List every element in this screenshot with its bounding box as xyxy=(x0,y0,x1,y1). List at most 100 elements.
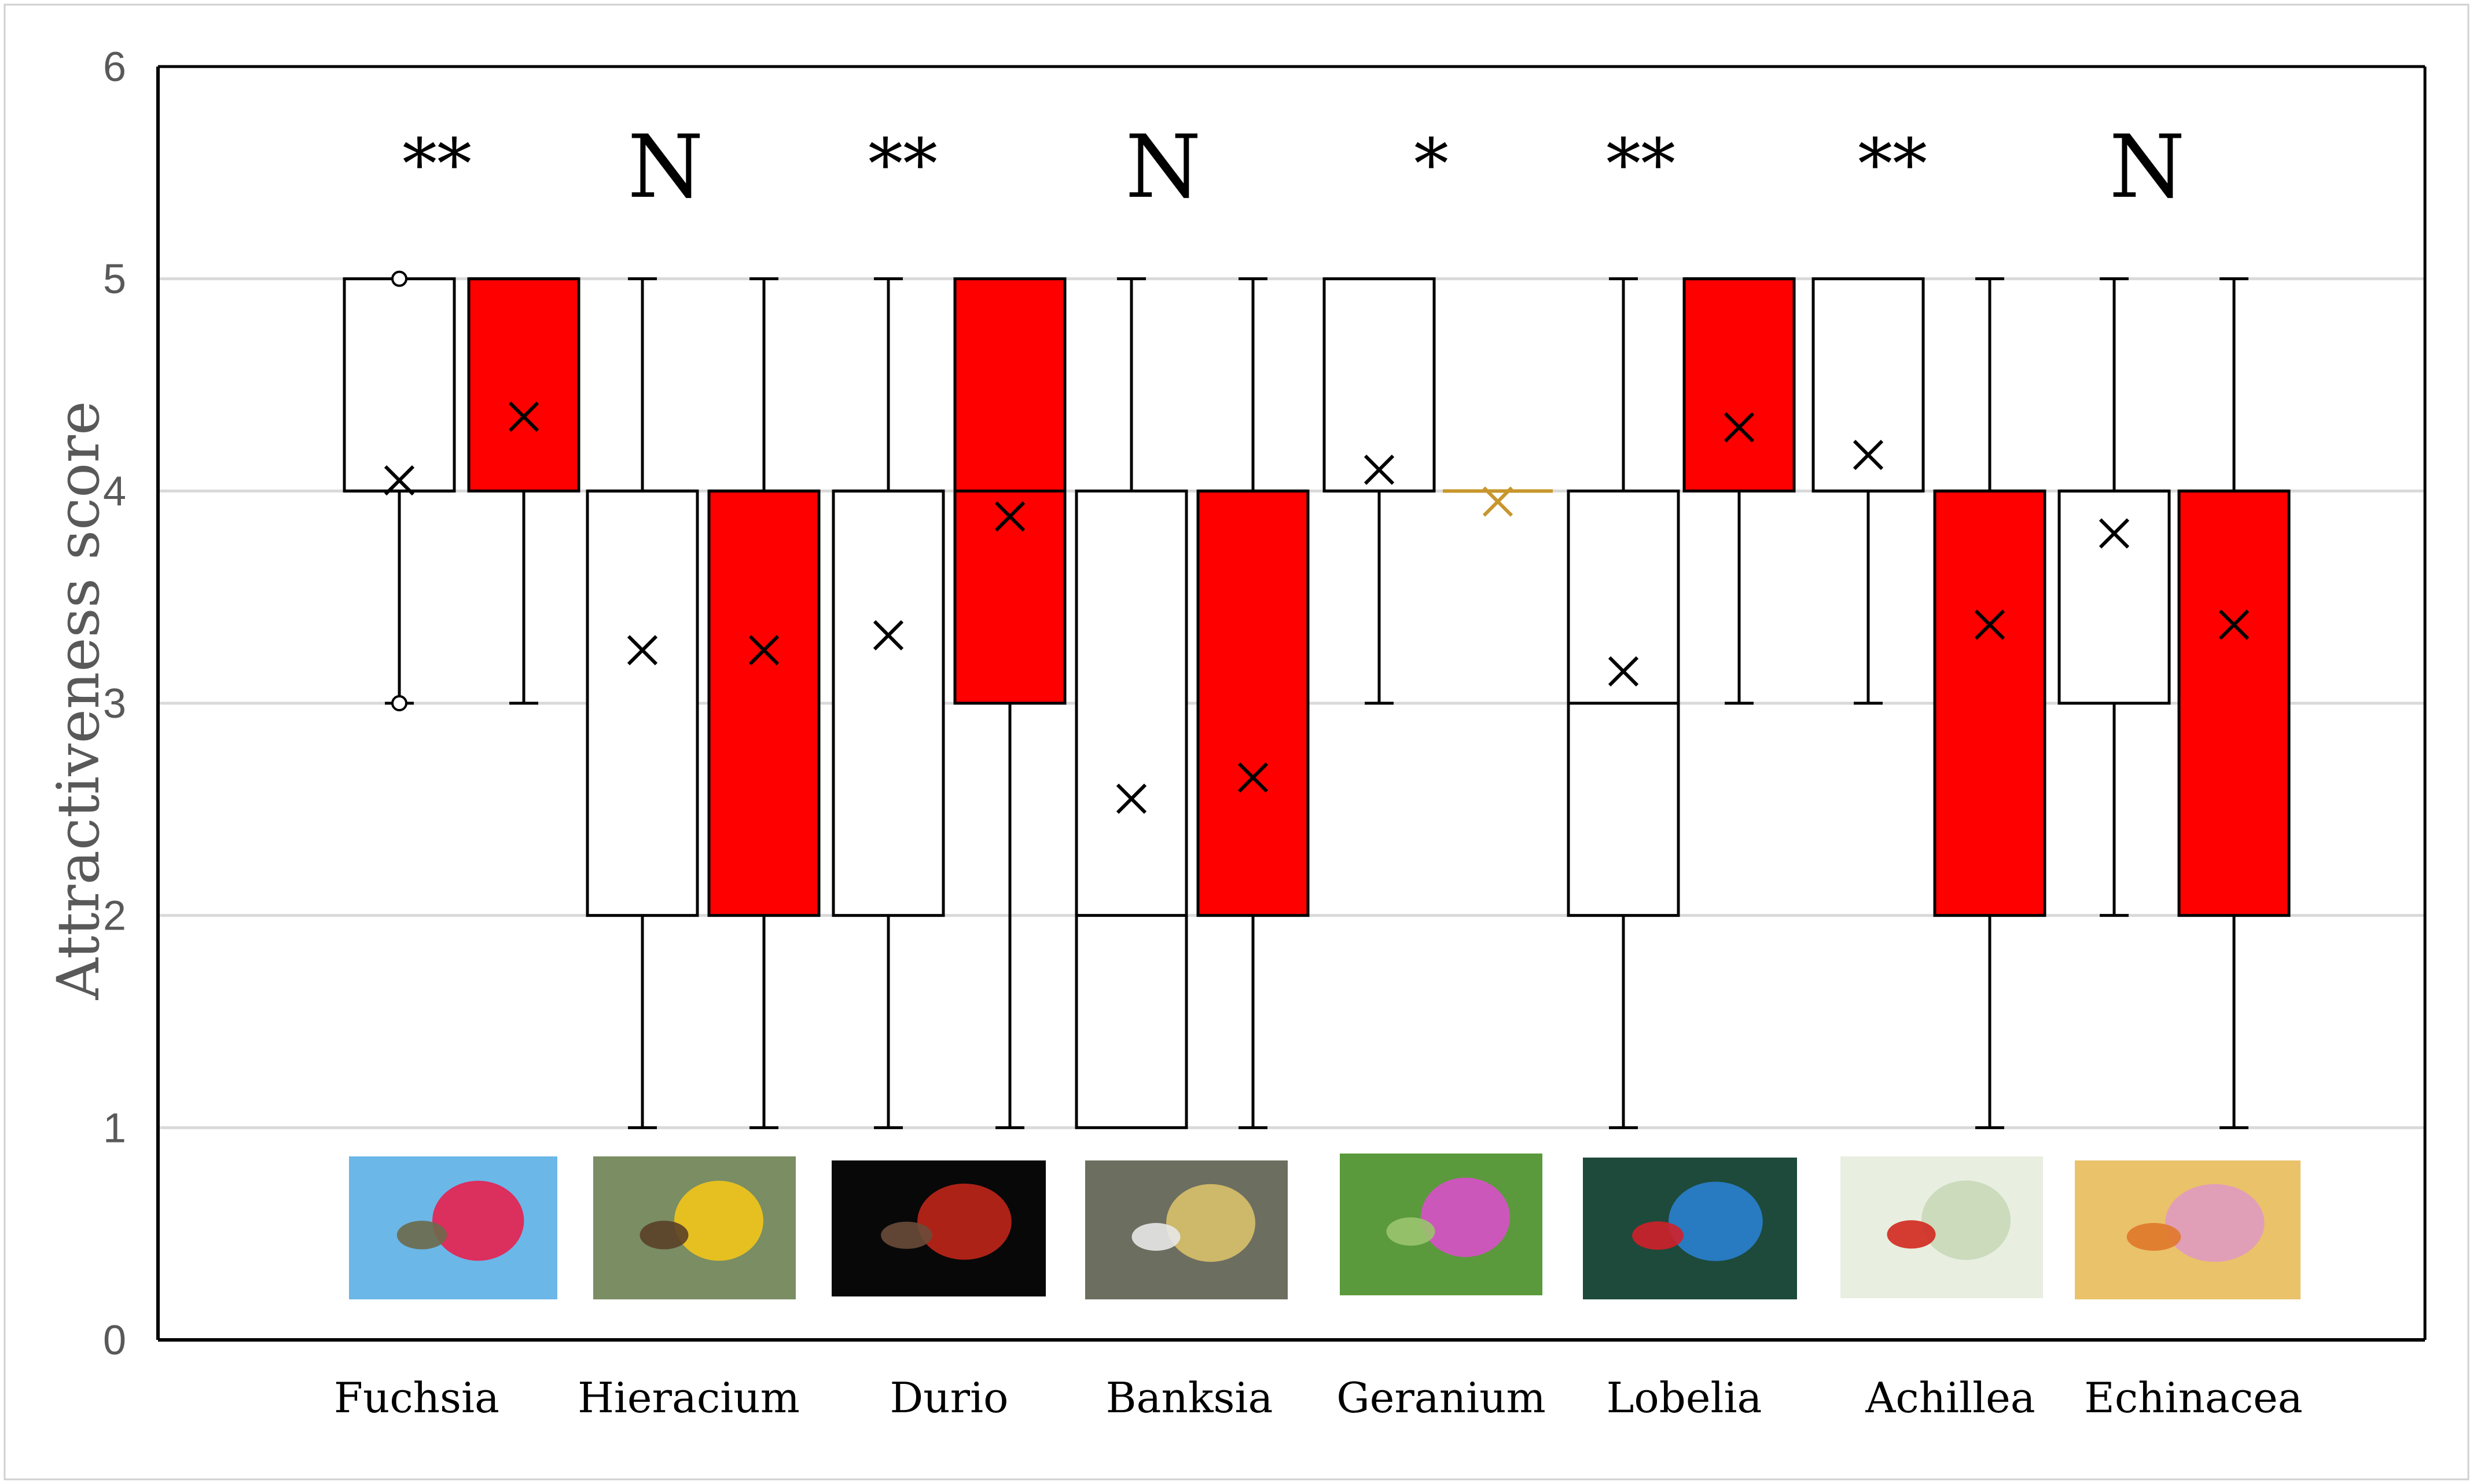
box-plot-red-fuchsia xyxy=(467,277,580,705)
mean-marker xyxy=(1116,783,1147,814)
iqr-box xyxy=(832,489,945,917)
x-category-label: Achillea xyxy=(1865,1373,2035,1422)
flower-shape xyxy=(2165,1184,2265,1262)
iqr-box xyxy=(467,277,580,493)
box-plot-white-durio xyxy=(832,277,945,1129)
hummingbird-fuchsia-photo xyxy=(349,1156,557,1299)
iqr-box xyxy=(1933,489,2046,917)
significance-label: ** xyxy=(1606,124,1675,205)
y-tick-label: 5 xyxy=(103,256,126,303)
box-plot-red-echinacea xyxy=(2177,277,2291,1129)
x-category-label: Durio xyxy=(890,1373,1009,1422)
box-plot-red-durio xyxy=(953,277,1067,1129)
mean-marker xyxy=(994,501,1026,532)
y-tick-label: 1 xyxy=(103,1105,126,1151)
possum-banksia-photo xyxy=(1085,1160,1288,1299)
flower-shape xyxy=(1166,1184,1255,1262)
iqr-box xyxy=(1811,277,1925,493)
iqr-box xyxy=(343,277,456,493)
box-plot-white-hieracium xyxy=(586,277,699,1129)
mean-marker xyxy=(1608,656,1639,687)
x-category-label: Lobelia xyxy=(1607,1373,1762,1422)
box-plot-white-echinacea xyxy=(2057,277,2171,917)
bird-lobelia-photo xyxy=(1583,1158,1797,1299)
box-plot-white-lobelia xyxy=(1567,277,1680,1129)
box-plot-white-banksia xyxy=(1075,277,1188,1129)
pollinator-shape xyxy=(1386,1217,1435,1246)
flower-shape xyxy=(1921,1180,2011,1260)
significance-labels: ** N ** N * ** ** N xyxy=(402,117,2185,218)
box-plot-white-achillea xyxy=(1811,277,1925,705)
x-category-label: Hieracium xyxy=(578,1373,800,1422)
mean-marker xyxy=(384,465,415,496)
pollinator-shape xyxy=(1632,1221,1684,1250)
y-tick-label: 2 xyxy=(103,893,126,939)
mean-marker xyxy=(1364,454,1395,485)
plot-axes xyxy=(156,65,2427,1342)
mean-marker xyxy=(508,401,539,432)
flower-shape xyxy=(1669,1181,1763,1261)
box-plot-red-lobelia xyxy=(1682,277,1796,705)
significance-label: * xyxy=(1414,124,1449,205)
flower-shape xyxy=(1421,1177,1510,1257)
mean-marker xyxy=(1482,486,1513,517)
iqr-box xyxy=(1682,277,1796,493)
x-category-label: Banksia xyxy=(1106,1373,1273,1422)
iqr-box xyxy=(707,489,821,917)
flower-shape xyxy=(674,1180,763,1261)
bee-geranium-photo xyxy=(1340,1154,1542,1295)
y-tick-label: 3 xyxy=(103,681,126,727)
significance-label: N xyxy=(2109,117,2185,218)
flower-photos xyxy=(349,1154,2301,1299)
bat-durio-photo xyxy=(832,1160,1046,1296)
outlier-point xyxy=(391,270,407,287)
butterfly-echinacea-photo xyxy=(2075,1160,2301,1299)
mean-marker xyxy=(627,635,658,666)
y-tick-label: 6 xyxy=(103,44,126,90)
pollinator-shape xyxy=(640,1221,689,1250)
mean-marker xyxy=(2218,609,2250,640)
beetle-achillea-photo xyxy=(1840,1156,2043,1298)
mean-marker xyxy=(1724,412,1755,443)
x-category-label: Echinacea xyxy=(2084,1373,2302,1422)
mean-marker xyxy=(2099,518,2130,549)
y-tick-label: 4 xyxy=(103,468,126,515)
iqr-box xyxy=(2177,489,2291,917)
pollinator-shape xyxy=(1131,1223,1181,1251)
significance-label: N xyxy=(627,117,703,218)
pollinator-shape xyxy=(881,1221,932,1249)
iqr-box xyxy=(1196,489,1310,917)
y-axis-label: Attractiveness score xyxy=(45,401,112,1001)
mean-marker xyxy=(748,635,780,666)
y-tick-labels: 0 1 2 3 4 5 6 xyxy=(103,44,126,1364)
iqr-box xyxy=(1075,489,1188,1129)
mean-marker xyxy=(873,620,904,651)
mean-marker xyxy=(1237,762,1269,793)
flower-shape xyxy=(917,1183,1012,1260)
box-plot-red-hieracium xyxy=(707,277,821,1129)
x-category-labels: Fuchsia Hieracium Durio Banksia Geranium Lobe… xyxy=(334,1373,2303,1422)
iqr-box xyxy=(2057,489,2171,705)
box-series xyxy=(343,270,2291,1129)
y-tick-label: 0 xyxy=(103,1317,126,1364)
outlier-point xyxy=(391,695,407,711)
iqr-box xyxy=(1322,277,1436,493)
iqr-box xyxy=(586,489,699,917)
mean-marker xyxy=(1853,439,1884,471)
x-category-label: Fuchsia xyxy=(334,1373,499,1422)
box-plot-red-geranium xyxy=(1443,486,1553,517)
x-category-label: Geranium xyxy=(1336,1373,1546,1422)
pollinator-shape xyxy=(396,1221,447,1250)
box-plot-red-banksia xyxy=(1196,277,1310,1129)
pollinator-shape xyxy=(1887,1220,1936,1249)
box-plot-white-geranium xyxy=(1322,277,1436,705)
pollinator-shape xyxy=(2126,1223,2181,1251)
box-plot-red-achillea xyxy=(1933,277,2046,1129)
significance-label: ** xyxy=(868,124,938,205)
mean-marker xyxy=(1974,609,2005,640)
flower-shape xyxy=(432,1180,524,1261)
significance-label: ** xyxy=(402,124,472,205)
significance-label: ** xyxy=(1858,124,1927,205)
significance-label: N xyxy=(1125,117,1201,218)
